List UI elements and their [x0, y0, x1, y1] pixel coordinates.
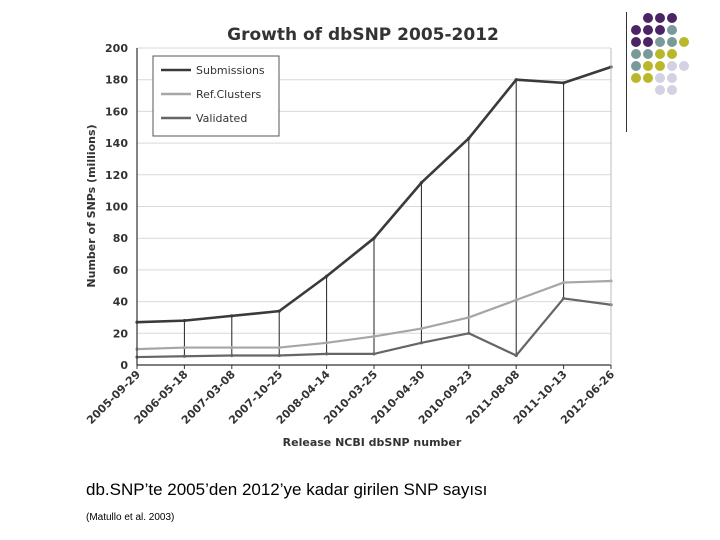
data-point: [277, 345, 281, 350]
decor-dot: [631, 37, 641, 47]
decor-dot: [667, 73, 677, 83]
data-point: [182, 345, 186, 350]
y-tick-label: 160: [105, 105, 128, 118]
y-tick-label: 0: [120, 359, 128, 372]
decor-dot: [667, 13, 677, 23]
data-point: [325, 352, 329, 356]
data-point: [514, 353, 518, 358]
data-point: [467, 136, 471, 140]
data-point: [372, 352, 376, 356]
decor-dot: [655, 37, 665, 47]
data-point: [230, 314, 234, 318]
data-point: [372, 334, 376, 339]
data-point: [467, 331, 471, 335]
y-tick-label: 120: [105, 169, 128, 182]
decor-dot: [655, 61, 665, 71]
data-point: [277, 309, 281, 313]
chart-title: Growth of dbSNP 2005-2012: [227, 25, 499, 45]
decor-dot: [631, 49, 641, 59]
decorative-divider: [626, 12, 627, 132]
decor-dot: [643, 73, 653, 83]
x-axis-label: Release NCBI dbSNP number: [283, 436, 462, 449]
decor-dot: [643, 49, 653, 59]
data-point: [514, 298, 518, 302]
decor-dot: [667, 85, 677, 95]
legend-label: Ref.Clusters: [196, 88, 262, 101]
decor-dot: [643, 13, 653, 23]
data-point: [419, 341, 423, 345]
data-point: [419, 326, 423, 331]
legend-label: Submissions: [196, 64, 265, 77]
decor-dot: [655, 73, 665, 83]
y-tick-label: 20: [113, 327, 129, 340]
decor-dot: [679, 61, 689, 71]
y-tick-label: 100: [105, 201, 128, 214]
data-point: [419, 181, 423, 185]
data-point: [182, 354, 186, 358]
data-point: [562, 81, 566, 85]
data-point: [514, 78, 518, 82]
decor-dot: [655, 13, 665, 23]
y-tick-label: 180: [105, 74, 128, 87]
decor-dot: [643, 37, 653, 47]
y-tick-label: 40: [113, 296, 129, 309]
decor-dot: [631, 73, 641, 83]
data-point: [562, 296, 566, 301]
decor-dot: [631, 25, 641, 35]
figure-source: (Matullo et al. 2003): [86, 512, 175, 523]
decor-dot: [667, 61, 677, 71]
data-point: [230, 353, 234, 358]
data-point: [325, 274, 329, 278]
series: [135, 65, 613, 359]
chart-background: [18, 12, 618, 462]
data-point: [230, 345, 234, 350]
decor-dot: [655, 49, 665, 59]
y-tick-label: 200: [105, 42, 128, 55]
legend: Submissions Ref.Clusters Validated: [152, 55, 280, 137]
data-point: [467, 315, 471, 320]
decor-dot: [643, 25, 653, 35]
data-point: [277, 353, 281, 358]
y-axis-label: Number of SNPs (millions): [85, 124, 98, 287]
legend-label: Validated: [196, 112, 247, 125]
data-point: [372, 236, 376, 240]
figure-caption: db.SNP’te 2005’den 2012’ye kadar girilen…: [86, 480, 488, 499]
decor-dot: [679, 37, 689, 47]
decor-dot: [631, 61, 641, 71]
y-tick-label: 60: [113, 264, 129, 277]
decorative-dot-grid: [631, 13, 689, 95]
decor-dot: [655, 85, 665, 95]
decor-dot: [655, 25, 665, 35]
y-tick-label: 140: [105, 137, 128, 150]
data-point: [182, 319, 186, 323]
decor-dot: [667, 49, 677, 59]
y-tick-label: 80: [113, 232, 129, 245]
decor-dot: [667, 37, 677, 47]
data-point: [562, 280, 566, 285]
line-chart: 0204060801001201401601802002005-09-29200…: [18, 12, 618, 462]
decor-dot: [643, 61, 653, 71]
decor-dot: [667, 25, 677, 35]
data-point: [325, 341, 329, 345]
